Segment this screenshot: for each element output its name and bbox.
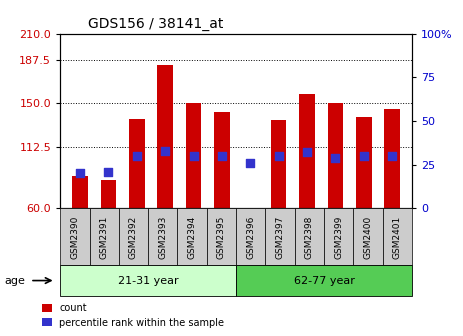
Text: GSM2394: GSM2394 (188, 215, 197, 258)
Bar (271, 120, 287, 208)
Bar (214, 112, 230, 208)
Bar (328, 103, 343, 208)
Text: 21-31 year: 21-31 year (118, 276, 178, 286)
Point (388, 153, 396, 159)
Legend: count, percentile rank within the sample: count, percentile rank within the sample (42, 303, 225, 328)
Bar (100, 180, 116, 208)
Text: GDS156 / 38141_at: GDS156 / 38141_at (88, 17, 224, 31)
Text: GSM2400: GSM2400 (363, 215, 373, 258)
Text: GSM2391: GSM2391 (100, 215, 109, 259)
Point (218, 153, 225, 159)
Point (275, 153, 282, 159)
Bar (157, 65, 173, 208)
Bar (356, 118, 372, 208)
Point (105, 169, 112, 174)
Point (133, 153, 140, 159)
Point (332, 155, 339, 160)
Text: GSM2395: GSM2395 (217, 215, 226, 259)
Text: age: age (5, 276, 25, 286)
Text: GSM2397: GSM2397 (275, 215, 285, 259)
Text: GSM2399: GSM2399 (334, 215, 343, 259)
Text: GSM2398: GSM2398 (305, 215, 314, 259)
Text: GSM2392: GSM2392 (129, 215, 138, 258)
Point (303, 150, 311, 155)
Bar (299, 94, 315, 208)
Bar (72, 176, 88, 208)
Bar (384, 109, 400, 208)
Point (76, 171, 84, 176)
Text: GSM2396: GSM2396 (246, 215, 255, 259)
Text: 62-77 year: 62-77 year (294, 276, 355, 286)
Point (162, 148, 169, 153)
Text: GSM2401: GSM2401 (393, 215, 402, 258)
Point (190, 153, 197, 159)
Text: GSM2390: GSM2390 (70, 215, 79, 259)
Point (360, 153, 368, 159)
Point (247, 160, 254, 166)
Bar (186, 103, 201, 208)
Bar (129, 119, 144, 208)
Text: GSM2393: GSM2393 (158, 215, 167, 259)
